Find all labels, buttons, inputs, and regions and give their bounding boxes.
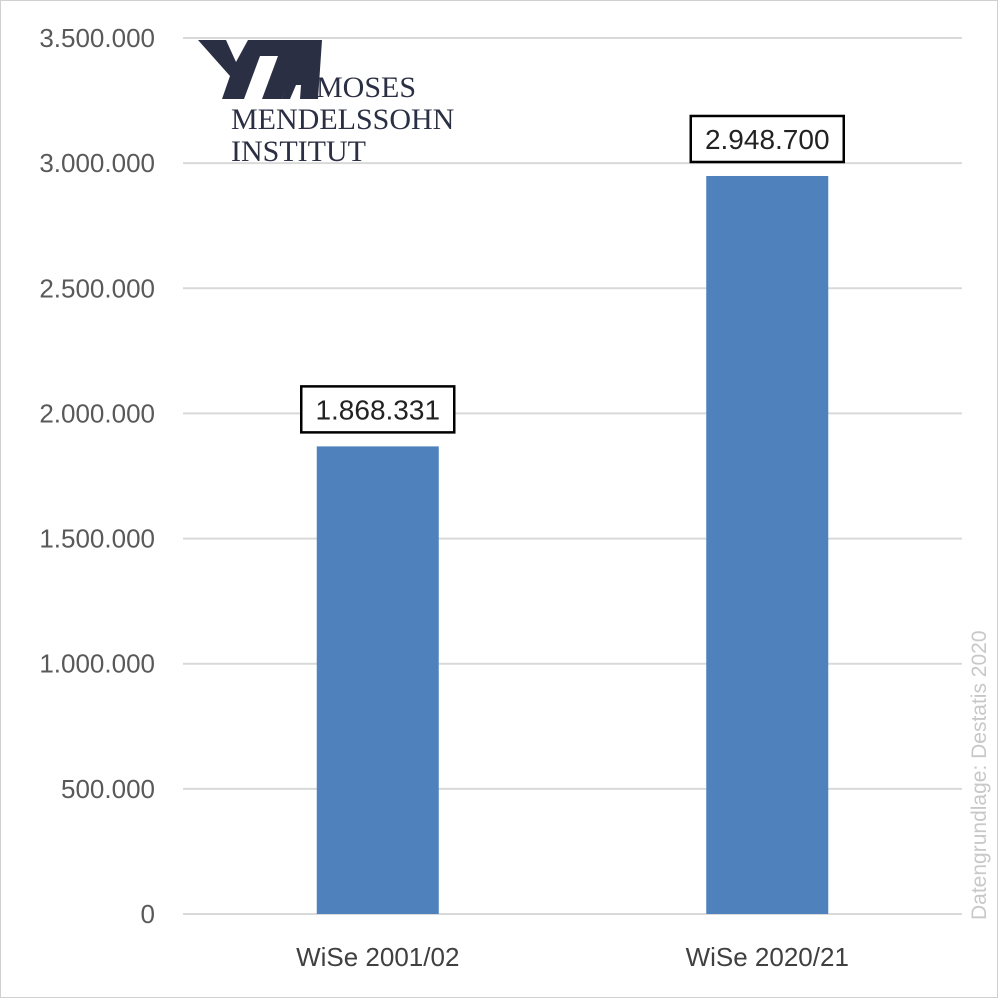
- logo-text-institut: INSTITUT: [231, 135, 366, 168]
- y-tick-label: 2.500.000: [39, 273, 155, 303]
- data-label-box: [689, 114, 845, 164]
- y-tick-label: 1.500.000: [39, 524, 155, 554]
- source-note: Datengrundlage: Destatis 2020: [968, 630, 991, 920]
- moses-mendelssohn-logo: MOSES MENDELSSOHN INSTITUT: [198, 40, 454, 168]
- data-label: 2.948.700: [705, 124, 830, 155]
- y-tick-label: 500.000: [61, 774, 155, 804]
- logo-text-moses: MOSES: [316, 71, 416, 104]
- bar: [316, 446, 439, 914]
- data-label-box: [300, 385, 456, 434]
- x-axis-tick-labels: WiSe 2001/02 WiSe 2020/21: [296, 942, 849, 972]
- y-tick-label: 2.000.000: [39, 398, 155, 428]
- y-tick-label: 1.000.000: [39, 649, 155, 679]
- logo-mark-icon: [198, 40, 322, 99]
- bar: [706, 175, 829, 914]
- data-labels: 1.868.331 2.948.700: [300, 114, 845, 434]
- y-tick-label: 3.500.000: [39, 23, 155, 53]
- y-tick-label: 3.000.000: [39, 148, 155, 178]
- bars: [316, 175, 829, 914]
- logo-text-mendelssohn: MENDELSSOHN: [231, 103, 454, 136]
- x-tick-label: WiSe 2020/21: [686, 942, 849, 972]
- y-axis-tick-labels: 0 500.000 1.000.000 1.500.000 2.000.000 2.500…: [39, 23, 155, 929]
- data-label: 1.868.331: [315, 394, 440, 425]
- gridlines: [183, 37, 962, 915]
- y-tick-label: 0: [141, 899, 155, 929]
- x-tick-label: WiSe 2001/02: [296, 942, 459, 972]
